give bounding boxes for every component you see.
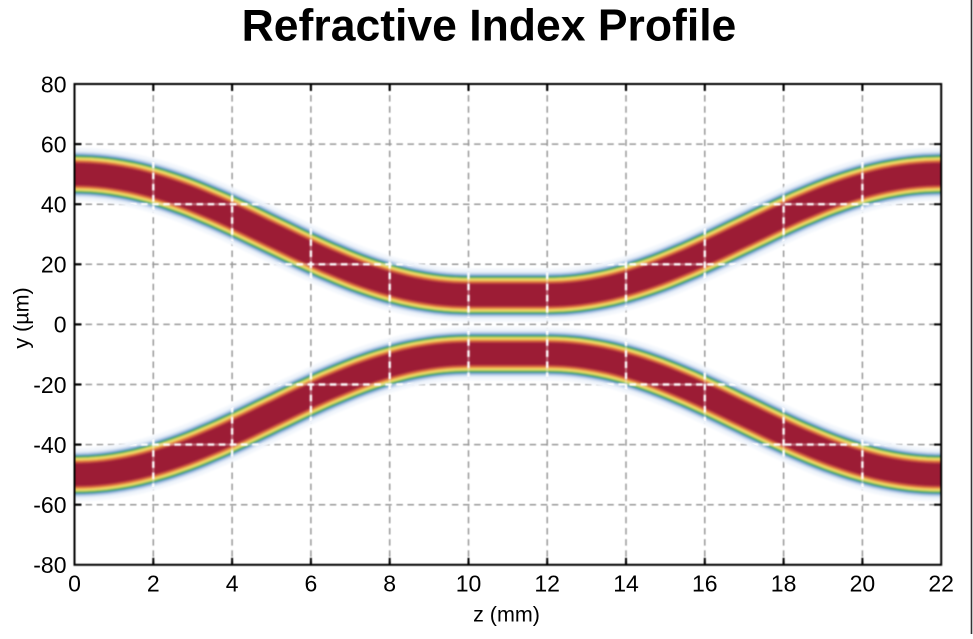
svg-text:0: 0 xyxy=(68,571,81,597)
svg-text:60: 60 xyxy=(41,131,67,157)
svg-text:z (mm): z (mm) xyxy=(473,603,540,627)
svg-text:22: 22 xyxy=(928,571,954,597)
svg-text:4: 4 xyxy=(226,571,239,597)
svg-text:10: 10 xyxy=(456,571,482,597)
svg-text:-40: -40 xyxy=(33,432,66,458)
svg-text:-60: -60 xyxy=(33,492,66,518)
svg-text:16: 16 xyxy=(692,571,718,597)
svg-text:0: 0 xyxy=(54,312,67,338)
svg-text:Refractive Index Profile: Refractive Index Profile xyxy=(242,2,737,51)
svg-text:20: 20 xyxy=(850,571,876,597)
svg-text:20: 20 xyxy=(41,252,67,278)
svg-text:40: 40 xyxy=(41,192,67,218)
svg-text:-20: -20 xyxy=(33,372,66,398)
svg-text:6: 6 xyxy=(305,571,318,597)
svg-text:14: 14 xyxy=(613,571,639,597)
svg-text:y (µm): y (µm) xyxy=(10,287,34,348)
svg-text:8: 8 xyxy=(383,571,396,597)
svg-text:2: 2 xyxy=(147,571,160,597)
svg-text:-80: -80 xyxy=(33,552,66,578)
svg-text:12: 12 xyxy=(534,571,560,597)
svg-text:18: 18 xyxy=(771,571,797,597)
svg-text:80: 80 xyxy=(41,71,67,97)
